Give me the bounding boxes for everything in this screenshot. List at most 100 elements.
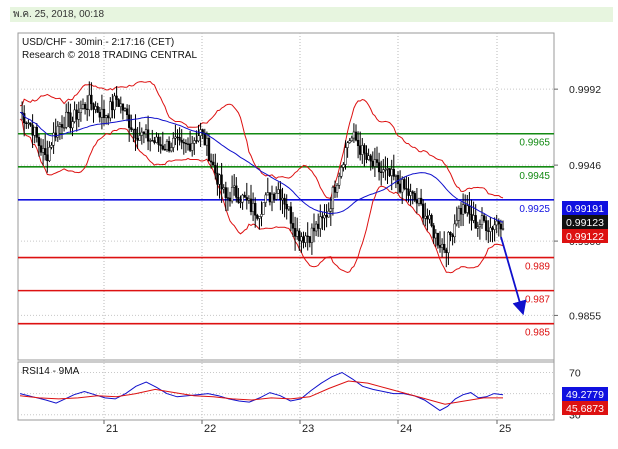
candle-body (228, 197, 232, 202)
candle-body (165, 141, 169, 150)
candle-body (455, 220, 458, 225)
candle-body (239, 201, 242, 204)
candle-body (325, 214, 328, 218)
candle-body (445, 249, 448, 253)
candle-body (146, 129, 150, 142)
rsi-badge (562, 387, 608, 401)
candle-body (209, 160, 213, 163)
candle-body (499, 223, 503, 230)
candle-body (159, 144, 162, 147)
x-tick-label: 22 (204, 423, 216, 435)
candle-body (35, 126, 38, 138)
candle-body (67, 111, 70, 114)
candle-body (264, 194, 267, 203)
candle-body (197, 135, 200, 142)
candle-body (69, 112, 72, 129)
candle-body (472, 215, 475, 221)
candle-body (350, 137, 353, 141)
rsi-badge-label: 45.6873 (566, 403, 604, 415)
candle-body (407, 188, 410, 196)
candle-body (438, 245, 442, 248)
x-tick-label: 21 (106, 423, 118, 435)
price-badge-label: 0.99123 (566, 217, 604, 229)
candle-body (443, 243, 446, 251)
candle-body (144, 129, 148, 135)
candle-body (319, 216, 322, 229)
support-resistance-lines: 0.9965 0.9945 0.9925 0.989 0.987 0.985 (18, 132, 554, 339)
candle-body (174, 136, 177, 139)
candle-body (474, 215, 477, 229)
price-badge (562, 229, 608, 243)
candle-body (119, 103, 122, 107)
level-label: 0.9945 (519, 171, 550, 182)
candle-body (377, 162, 381, 173)
price-badge-label: 0.99122 (566, 231, 604, 243)
x-tick-label: 23 (302, 423, 314, 435)
candle-body (453, 223, 456, 238)
rsi-line (19, 371, 504, 412)
candle-body (485, 220, 488, 231)
candle-body (254, 202, 257, 216)
candle-body (298, 230, 301, 242)
candle-body (470, 213, 473, 221)
candle-body (31, 124, 34, 136)
candle-body (482, 215, 486, 221)
candle-body (436, 232, 440, 246)
candle-body (224, 187, 227, 198)
candle-body (142, 131, 146, 135)
candle-body (115, 95, 118, 100)
candle-body (287, 206, 290, 210)
y-tick-label: 0.9855 (569, 310, 601, 322)
candle-body (493, 224, 496, 230)
candle-body (432, 225, 435, 239)
candle-body (37, 137, 41, 146)
candle-body (459, 208, 463, 215)
candle-body (495, 220, 498, 226)
candle-body (170, 147, 173, 152)
candle-body (184, 142, 188, 145)
candle-body (335, 185, 339, 193)
candle-body (195, 140, 198, 142)
candle-body (373, 159, 377, 167)
moving-average-line (19, 111, 504, 223)
candle-body (302, 236, 305, 243)
candle-body (384, 169, 387, 171)
level-label: 0.989 (525, 262, 550, 273)
candle-body (371, 160, 374, 167)
candle-body (81, 104, 85, 109)
level-label: 0.987 (525, 295, 550, 306)
rsi-lines (19, 371, 504, 412)
candle-body (27, 122, 30, 124)
candle-body (245, 197, 248, 201)
candle-body (329, 208, 332, 212)
candle-body (386, 168, 389, 170)
candle-body (449, 232, 452, 236)
candle-body (340, 167, 343, 177)
gridlines (18, 33, 554, 420)
candle-body (73, 109, 76, 122)
candle-body (94, 106, 97, 110)
candle-body (79, 108, 83, 113)
candle-body (155, 136, 158, 143)
candle-body (241, 194, 244, 203)
candle-body (268, 192, 272, 203)
candle-body (359, 145, 362, 155)
candle-body (380, 171, 383, 173)
candle-body (107, 115, 110, 119)
candle-body (167, 141, 171, 152)
candle-body (304, 235, 307, 243)
candle-body (415, 199, 419, 204)
candle-body (125, 108, 129, 116)
candle-body (352, 131, 356, 139)
candle-body (388, 168, 391, 176)
candle-body (296, 230, 299, 237)
rsi-tick-label: 70 (569, 368, 581, 380)
moving-average (19, 111, 504, 223)
candle-body (491, 227, 494, 230)
candle-body (186, 143, 190, 145)
candle-body (193, 140, 196, 144)
candle-body (430, 215, 433, 226)
candle-body (33, 126, 36, 136)
candlesticks (20, 81, 505, 268)
